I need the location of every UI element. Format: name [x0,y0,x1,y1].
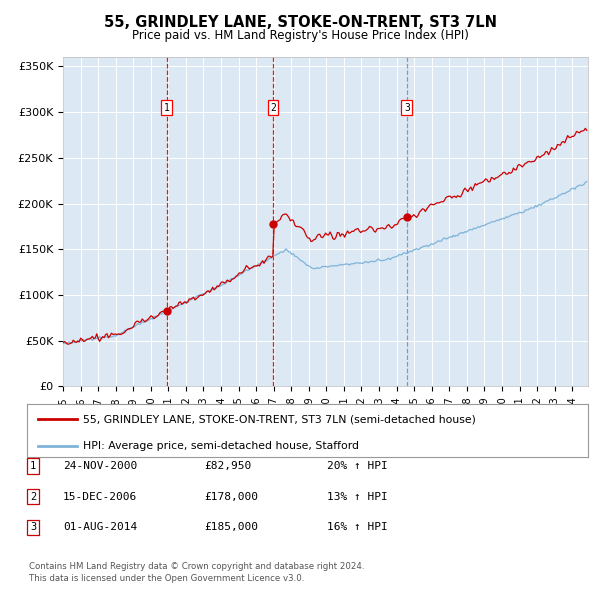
Text: £178,000: £178,000 [204,492,258,502]
Text: 3: 3 [30,523,36,532]
Text: Price paid vs. HM Land Registry's House Price Index (HPI): Price paid vs. HM Land Registry's House … [131,30,469,42]
Text: 01-AUG-2014: 01-AUG-2014 [63,523,137,532]
Text: 1: 1 [164,103,169,113]
Text: 24-NOV-2000: 24-NOV-2000 [63,461,137,471]
Text: 3: 3 [404,103,410,113]
Text: 55, GRINDLEY LANE, STOKE-ON-TRENT, ST3 7LN (semi-detached house): 55, GRINDLEY LANE, STOKE-ON-TRENT, ST3 7… [83,414,476,424]
Text: 55, GRINDLEY LANE, STOKE-ON-TRENT, ST3 7LN: 55, GRINDLEY LANE, STOKE-ON-TRENT, ST3 7… [104,15,497,30]
Text: 2: 2 [30,492,36,502]
Text: £185,000: £185,000 [204,523,258,532]
Text: HPI: Average price, semi-detached house, Stafford: HPI: Average price, semi-detached house,… [83,441,359,451]
Text: Contains HM Land Registry data © Crown copyright and database right 2024.
This d: Contains HM Land Registry data © Crown c… [29,562,364,583]
Text: 15-DEC-2006: 15-DEC-2006 [63,492,137,502]
Text: 1: 1 [30,461,36,471]
Text: 20% ↑ HPI: 20% ↑ HPI [327,461,388,471]
Text: 13% ↑ HPI: 13% ↑ HPI [327,492,388,502]
Text: 16% ↑ HPI: 16% ↑ HPI [327,523,388,532]
Text: £82,950: £82,950 [204,461,251,471]
Text: 2: 2 [270,103,276,113]
